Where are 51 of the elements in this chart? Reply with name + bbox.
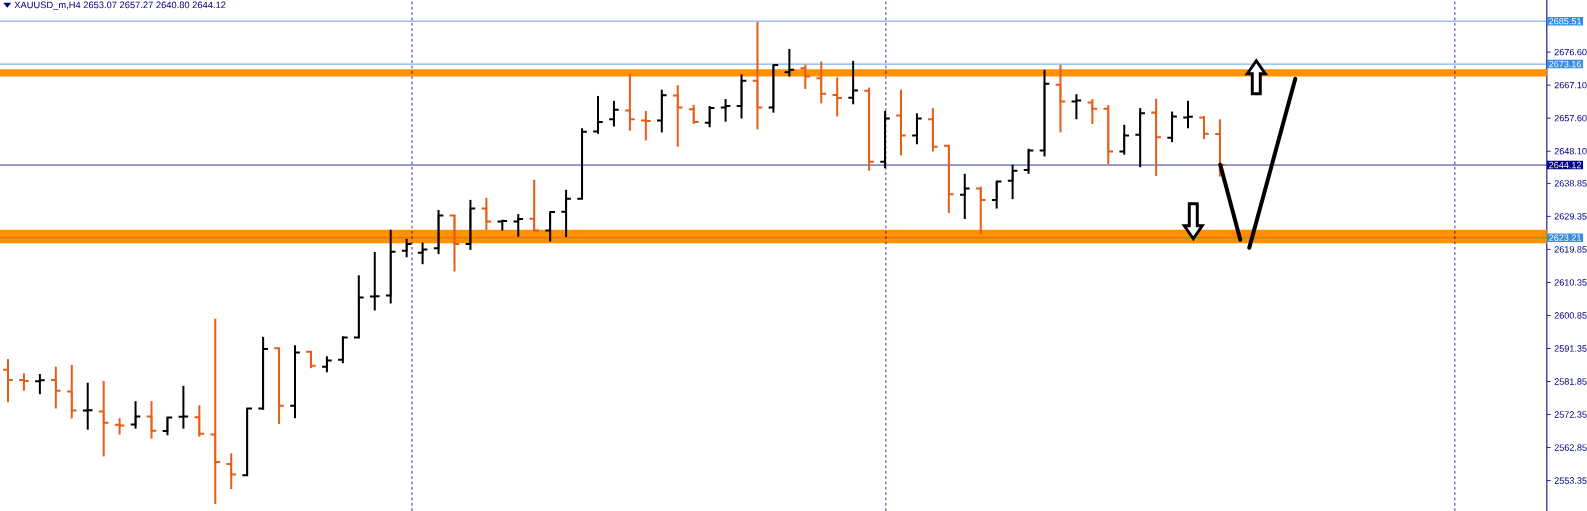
ref-line-label: 2685.51	[1549, 17, 1582, 25]
candlestick	[82, 381, 93, 431]
chart-title: XAUUSD_m,H4 2653.07 2657.27 2640.80 2644.12	[14, 1, 226, 10]
candlestick	[561, 188, 571, 239]
y-tick-label: 2553.35	[1554, 477, 1587, 484]
y-tick-label: 2562.85	[1554, 444, 1587, 451]
candlestick	[625, 72, 635, 132]
candlestick	[975, 185, 986, 236]
y-tick-label: 2648.10	[1554, 148, 1587, 155]
y-tick-label: 2610.35	[1554, 279, 1587, 286]
candlestick	[529, 178, 539, 233]
candlestick	[1183, 99, 1193, 130]
candlestick	[720, 98, 731, 123]
y-tick-label: 2600.85	[1554, 312, 1587, 319]
candlestick	[848, 59, 858, 106]
candlestick	[672, 84, 683, 148]
candlestick	[912, 112, 922, 146]
y-tick-label: 2667.10	[1554, 81, 1587, 89]
candlestick	[1071, 93, 1082, 121]
candlestick	[593, 94, 603, 135]
candlestick	[3, 358, 13, 404]
y-tick-label: 2572.35	[1554, 411, 1587, 418]
candlestick	[513, 213, 524, 238]
candlestick	[832, 76, 842, 118]
candlestick	[1199, 115, 1209, 141]
y-tick-label: 2629.35	[1554, 213, 1587, 220]
candlestick	[609, 99, 619, 128]
candlestick	[1167, 110, 1177, 144]
candlestick	[178, 384, 189, 430]
ref-line-label: 2644.12	[1549, 161, 1582, 169]
y-tick-label: 2657.60	[1554, 114, 1587, 122]
candlestick	[641, 109, 651, 142]
candlestick	[369, 251, 380, 312]
y-tick-label: 2591.35	[1554, 345, 1587, 352]
candlestick	[896, 88, 906, 157]
y-tick-label: 2619.85	[1554, 246, 1587, 253]
candlestick	[226, 452, 237, 491]
y-tick-label: 2638.85	[1554, 180, 1587, 187]
y-tick-label: 2581.85	[1554, 378, 1587, 385]
candlestick	[1119, 123, 1130, 156]
candlestick	[51, 365, 61, 410]
candlestick	[959, 172, 970, 220]
y-tick-label: 2676.60	[1554, 48, 1587, 56]
candlestick	[1135, 107, 1145, 169]
ref-line-label: 2673.16	[1549, 60, 1582, 68]
ref-line-label: 2623.21	[1549, 234, 1582, 241]
candlestick	[816, 60, 827, 105]
candlestick	[545, 210, 555, 243]
candlestick	[35, 373, 45, 396]
candlestick	[114, 417, 125, 436]
candlestick	[66, 364, 77, 420]
